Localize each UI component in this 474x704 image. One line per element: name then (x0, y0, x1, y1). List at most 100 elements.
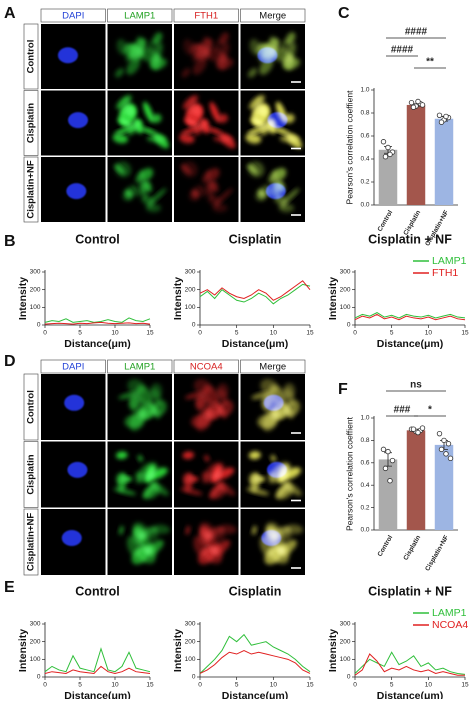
signal-blob (284, 113, 295, 123)
signal-blob (249, 95, 263, 110)
data-point (380, 139, 387, 145)
y-axis-label: Intensity (17, 277, 29, 320)
y-tick-label: 200 (30, 286, 41, 293)
series-line (354, 312, 466, 319)
micrograph (107, 90, 172, 156)
series-line (44, 317, 151, 323)
micrograph (41, 441, 106, 508)
signal-blob (287, 42, 297, 61)
signal-blob (218, 524, 237, 534)
micrograph (174, 441, 239, 508)
x-tick-label: 15 (306, 682, 314, 689)
data-point (410, 104, 417, 110)
signal-blob (182, 451, 195, 460)
x-tick-label: 10 (270, 330, 278, 337)
significance-label: * (428, 405, 432, 416)
signal-blob (286, 133, 302, 149)
x-tick-label: 15 (146, 330, 154, 337)
x-tick-label: 5 (78, 330, 82, 337)
y-tick-label: 0 (37, 322, 41, 329)
micrograph-signal (180, 161, 233, 213)
chart-title: Cisplatin (229, 232, 282, 246)
signal-blob (268, 170, 278, 183)
column-header-box (240, 8, 306, 23)
y-tick-label: 1.0 (360, 415, 369, 422)
micrograph-signal (185, 522, 237, 565)
legend-label: LAMP1 (432, 255, 467, 267)
signal-blob (136, 36, 146, 49)
signal-blob (124, 189, 132, 197)
micrograph (41, 374, 106, 440)
signal-blob (138, 176, 147, 200)
signal-blob (123, 476, 133, 482)
micrograph (41, 157, 106, 222)
series-line (354, 313, 466, 321)
y-tick-label: 300 (185, 621, 196, 628)
bar (406, 104, 426, 205)
signal-blob (271, 176, 280, 200)
x-tick-label: 10 (270, 682, 278, 689)
signal-blob (185, 103, 204, 127)
signal-blob (124, 414, 144, 428)
micrograph (240, 509, 305, 575)
x-tick-label: Cisplatin+NF (424, 534, 450, 572)
y-axis-label: Pearson's correlation coeffient (344, 90, 354, 205)
series-line (44, 321, 151, 325)
y-tick-label: 100 (185, 304, 196, 311)
signal-blob (245, 133, 262, 144)
signal-blob (249, 451, 261, 460)
column-header: DAPI (62, 11, 84, 22)
series-line (199, 283, 311, 305)
legend-label: FTH1 (432, 267, 458, 279)
signal-blob (185, 525, 191, 535)
legend-label: NCOA4 (432, 619, 468, 631)
micrograph (41, 90, 106, 156)
micrograph (41, 24, 106, 89)
x-tick-label: Control (377, 209, 395, 233)
micrograph (107, 24, 172, 89)
signal-blob (257, 189, 265, 197)
nucleus (66, 183, 87, 200)
micrograph-signal (181, 32, 234, 78)
signal-blob (256, 476, 266, 482)
micrograph-signal (115, 32, 167, 78)
x-axis-label: Distance(μm) (64, 690, 131, 699)
x-tick-label: 10 (425, 330, 433, 337)
y-tick-label: 0 (192, 322, 196, 329)
signal-blob (205, 409, 221, 420)
y-tick-label: 0 (37, 674, 41, 681)
signal-blob (114, 164, 125, 175)
signal-blob (193, 378, 212, 395)
x-tick-label: 5 (235, 330, 239, 337)
micrograph-signal (64, 394, 85, 411)
data-point (382, 153, 389, 160)
column-header-box (173, 8, 239, 23)
signal-blob (193, 535, 207, 557)
data-point (436, 112, 443, 118)
data-point (447, 455, 454, 462)
signal-blob (211, 465, 222, 483)
x-tick-label: 15 (461, 330, 469, 337)
x-axis-label: Distance(μm) (222, 690, 289, 699)
y-tick-label: 0.4 (360, 156, 369, 163)
data-point (445, 441, 452, 447)
signal-blob (127, 378, 145, 395)
y-axis-label: Intensity (172, 277, 184, 320)
micrograph-signal (246, 451, 302, 500)
signal-blob (118, 391, 139, 400)
x-tick-label: Cisplatin (402, 534, 422, 561)
signal-blob (179, 133, 195, 144)
column-header-box (107, 8, 173, 23)
signal-blob (116, 451, 128, 460)
signal-blob (152, 524, 170, 534)
row-label-box (23, 23, 39, 90)
y-tick-label: 0.0 (360, 202, 369, 209)
series-line (199, 280, 311, 301)
micrograph-signal (68, 112, 89, 129)
micrograph (240, 24, 305, 89)
y-tick-label: 0 (192, 674, 196, 681)
signal-blob (276, 101, 287, 123)
signal-blob (126, 57, 141, 75)
micrograph (41, 509, 106, 575)
signal-blob (276, 484, 294, 500)
